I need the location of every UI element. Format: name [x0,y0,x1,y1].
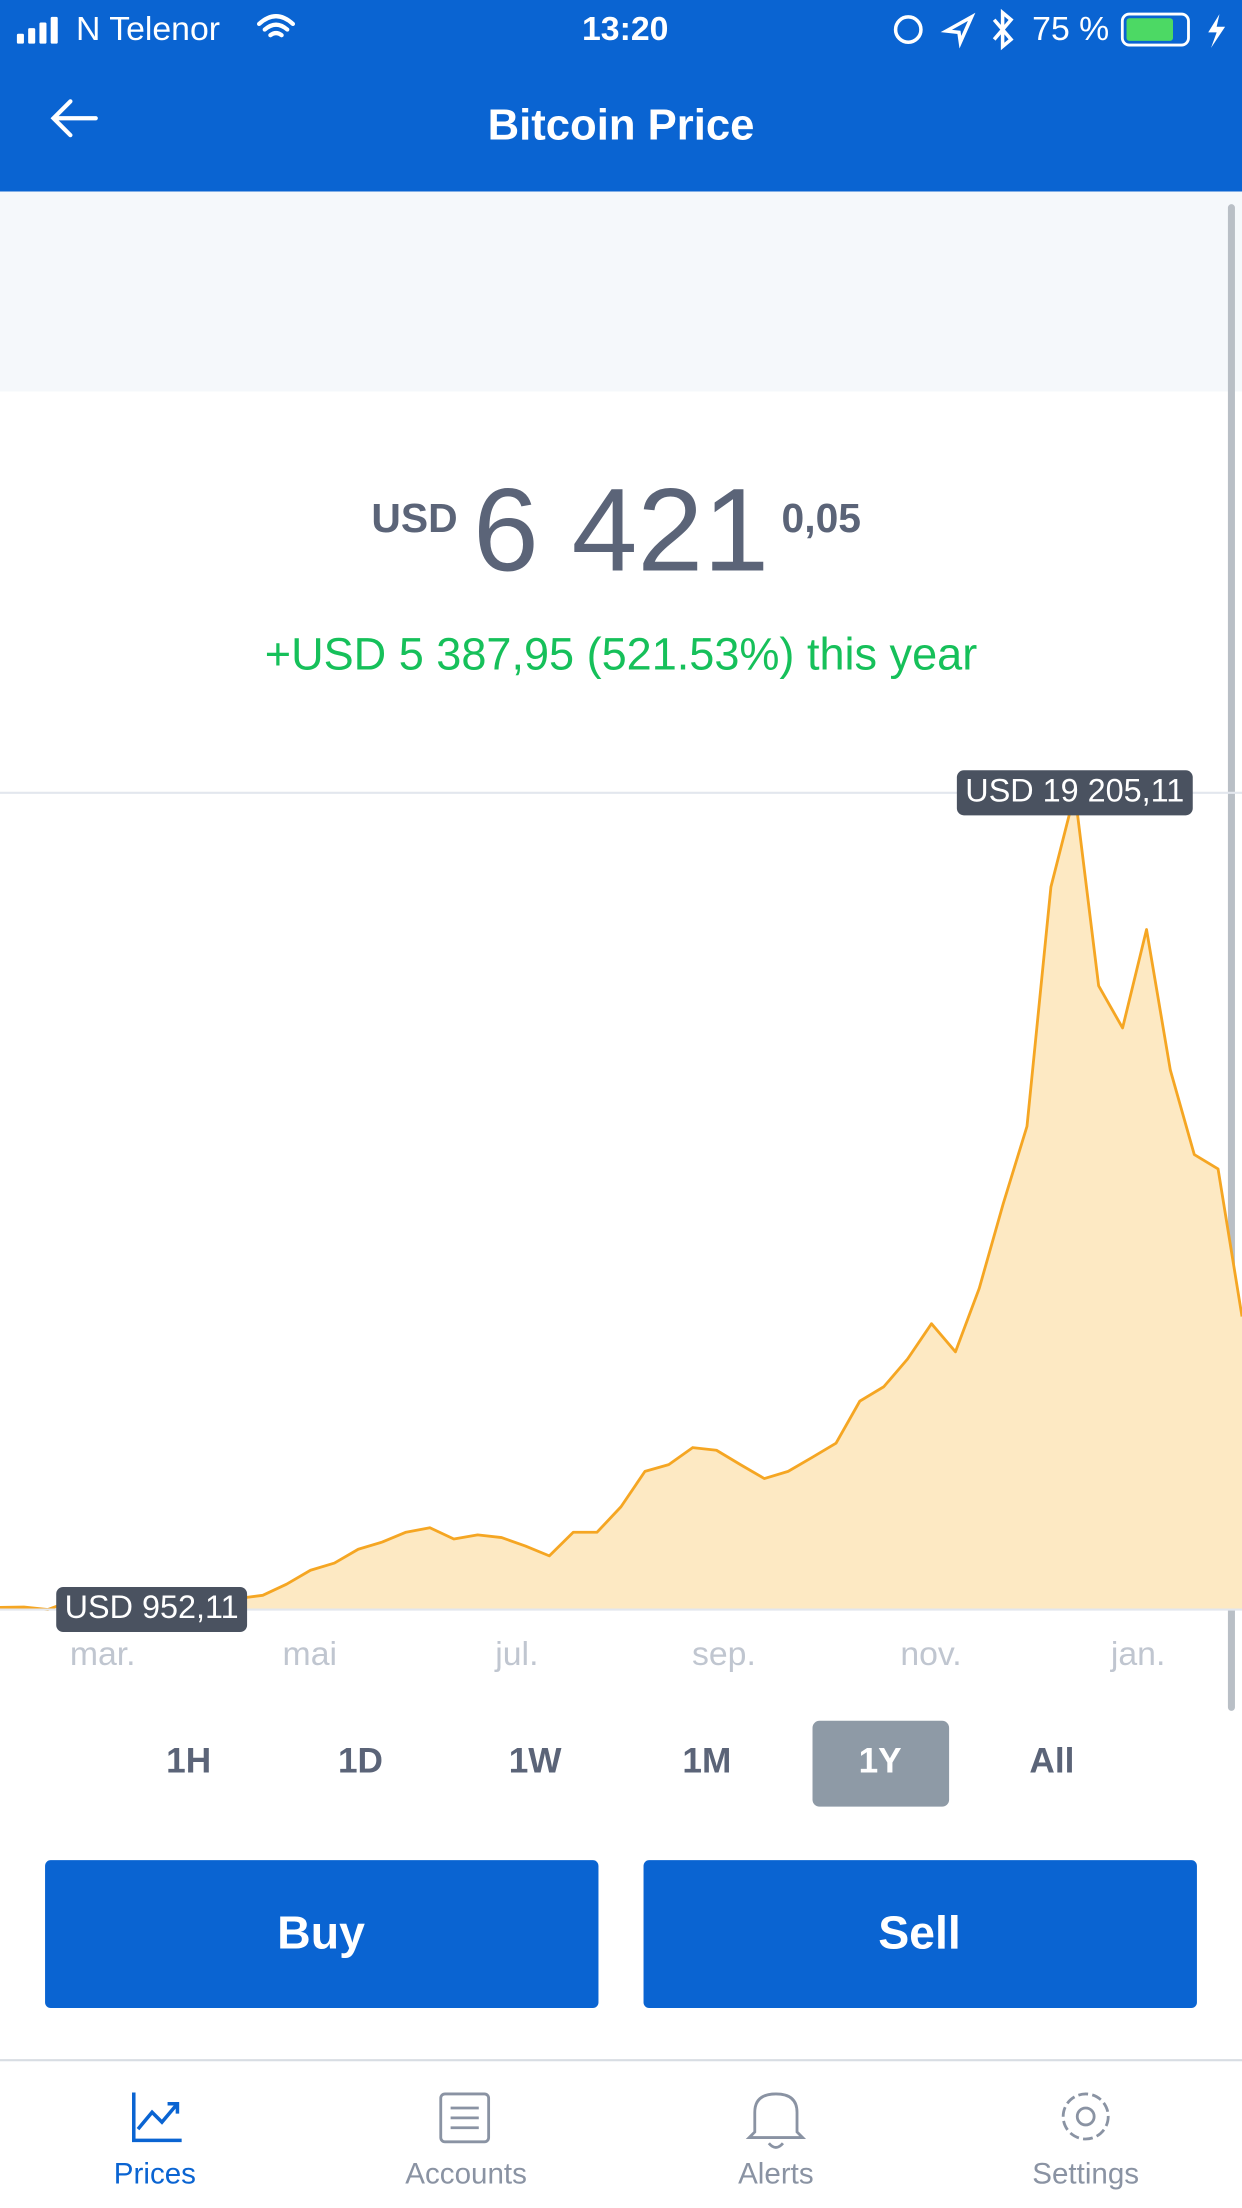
range-tab[interactable]: 1M [682,1741,731,1780]
tab-bar-item[interactable]: Prices [114,2157,196,2190]
accounts-icon-lines [450,2106,479,2130]
wifi-icon [256,14,296,38]
price-change: +USD 5 387,95 (521.53%) this year [265,629,977,680]
sell-label: Sell [878,1906,961,1958]
range-tabs: 1H 1D 1W 1M 1Y All [166,1720,1074,1807]
range-tab[interactable]: 1W [509,1741,563,1780]
signal-icon [16,16,58,44]
annotation-label: USD 19 205,11 [965,772,1184,808]
area-fill [0,792,1242,1610]
status-time: 13:20 [582,10,668,48]
accounts-icon [439,2092,491,2144]
range-tab[interactable]: All [1029,1741,1074,1780]
annotation-box [56,1587,248,1633]
settings-icon [1061,2092,1110,2141]
x-tick-label: sep. [692,1635,756,1673]
header-title: Bitcoin Price [488,101,755,150]
location-icon [940,12,976,49]
tab-bar-item[interactable]: Accounts [405,2157,527,2190]
rotation-lock-icon [893,15,923,45]
tab-bar-icons [132,2092,1110,2149]
price-chart: mar. mai jul. sep. nov. jan. USD 19 205,11 USD … [0,770,1242,1673]
alerts-icon [745,2092,807,2149]
range-tab[interactable]: 1D [338,1741,383,1780]
annotation-label: USD 952,11 [65,1589,239,1625]
x-tick-label: mai [283,1635,337,1673]
tab-bar: Prices Accounts Alerts Settings [114,2157,1139,2190]
top-band [0,191,1242,392]
price-integer: 6 421 [473,465,769,597]
range-tab[interactable]: 1H [166,1741,211,1780]
buy-button[interactable] [45,1860,599,2009]
annotation-box [956,770,1193,816]
buy-label: Buy [277,1906,365,1958]
charging-icon [1208,14,1226,48]
x-tick-label: nov. [900,1635,961,1673]
x-tick-label: mar. [70,1635,136,1673]
prices-icon [132,2092,182,2143]
x-tick-label: jul. [494,1635,538,1673]
tab-bar-item[interactable]: Alerts [738,2157,814,2190]
price-decimals: 0,05 [782,495,861,541]
range-tab[interactable]: 1Y [859,1741,902,1780]
battery-level [1126,18,1173,41]
header-bg [0,0,1242,192]
tab-bar-item[interactable]: Settings [1032,2157,1139,2190]
x-tick-label: jan. [1110,1635,1165,1673]
carrier: N Telenor [76,10,220,48]
sell-button[interactable] [643,1860,1197,2009]
settings-icon-center [1075,2106,1096,2127]
battery-text: 75 % [1032,10,1109,48]
price-currency: USD [371,495,457,541]
bluetooth-icon [992,8,1014,51]
battery-icon [1120,12,1190,47]
back-button[interactable] [50,99,98,138]
range-tab-selected[interactable] [812,1720,950,1807]
